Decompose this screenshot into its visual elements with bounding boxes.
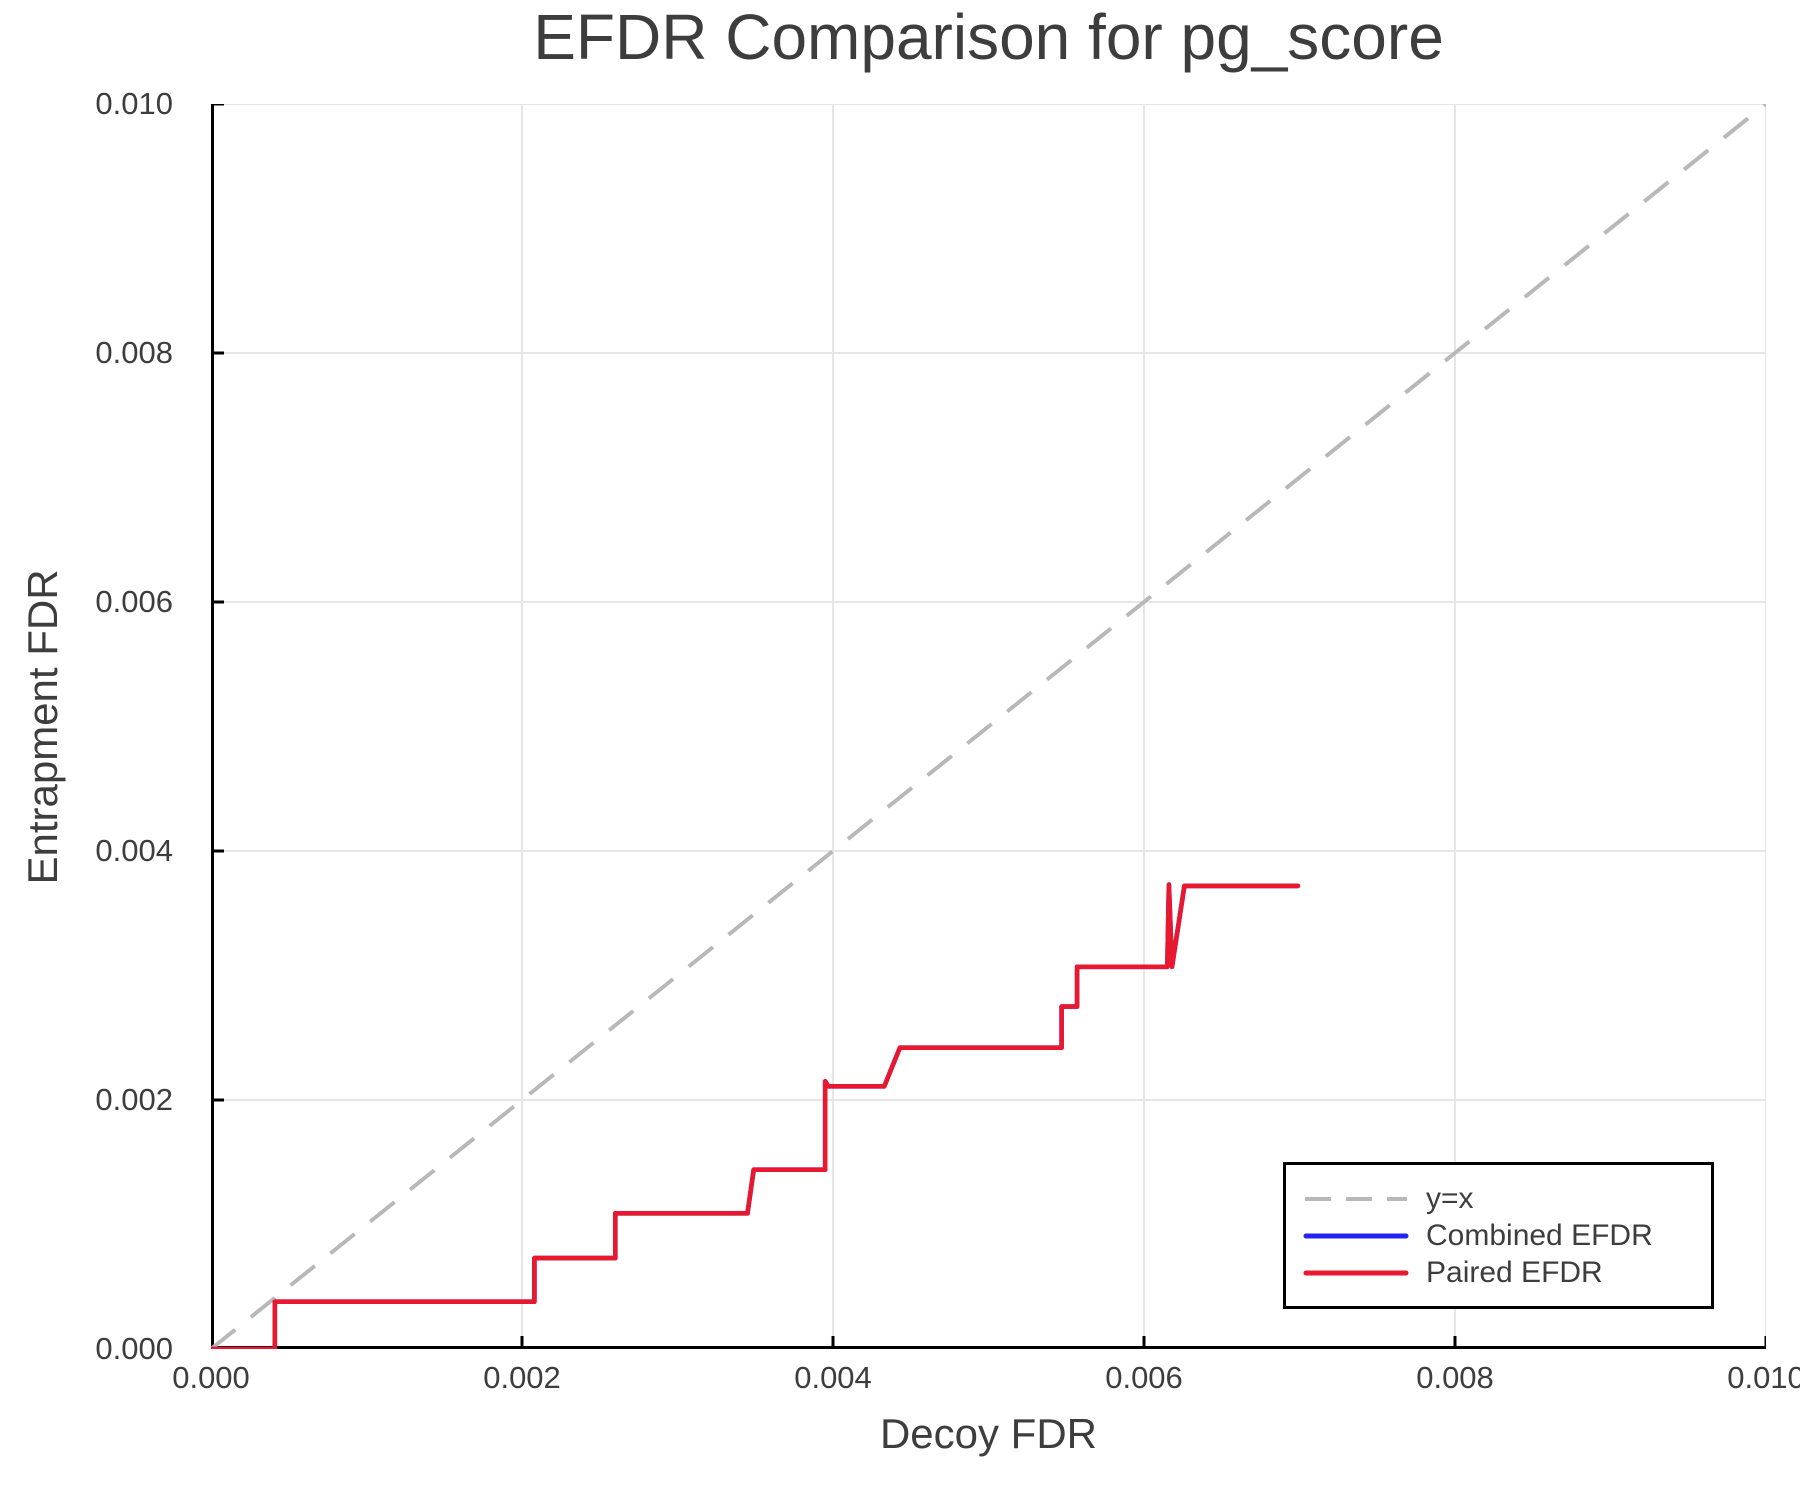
dashed-line-sample-icon	[1305, 1196, 1407, 1201]
legend-label-combined-efdr: Combined EFDR	[1426, 1218, 1653, 1252]
blue-line-sample-icon	[1303, 1233, 1409, 1238]
legend: y=x Combined EFDR Paired EFDR	[1283, 1162, 1714, 1309]
x-axis-label: Decoy FDR	[879, 1410, 1098, 1457]
legend-item-combined-efdr: Combined EFDR	[1303, 1217, 1711, 1254]
y-tick-label: 0.000	[95, 1331, 173, 1366]
legend-label-paired-efdr: Paired EFDR	[1426, 1255, 1603, 1289]
x-tick-label: 0.000	[172, 1360, 250, 1395]
plot-area	[211, 104, 1766, 1349]
combined-efdr-curve	[211, 882, 1301, 1349]
plot-region	[211, 104, 1766, 1349]
legend-item-paired-efdr: Paired EFDR	[1303, 1254, 1711, 1291]
y-tick-label: 0.002	[95, 1082, 173, 1117]
x-tick-label: 0.010	[1727, 1360, 1800, 1395]
legend-item-identity: y=x	[1303, 1180, 1711, 1217]
identity-line	[211, 104, 1766, 1349]
paired-efdr-curve	[211, 882, 1301, 1349]
legend-label-identity: y=x	[1426, 1181, 1474, 1215]
y-tick-label: 0.010	[95, 86, 173, 121]
y-tick-label: 0.008	[95, 335, 173, 370]
x-tick-label: 0.006	[1105, 1360, 1183, 1395]
y-axis-label: Entrapment FDR	[19, 569, 66, 885]
red-line-sample-icon	[1303, 1270, 1409, 1275]
y-tick-label: 0.006	[95, 584, 173, 619]
y-tick-label: 0.004	[95, 833, 173, 868]
x-tick-label: 0.004	[794, 1360, 872, 1395]
x-tick-label: 0.002	[483, 1360, 561, 1395]
chart-title: EFDR Comparison for pg_score	[533, 1, 1444, 73]
x-tick-label: 0.008	[1416, 1360, 1494, 1395]
